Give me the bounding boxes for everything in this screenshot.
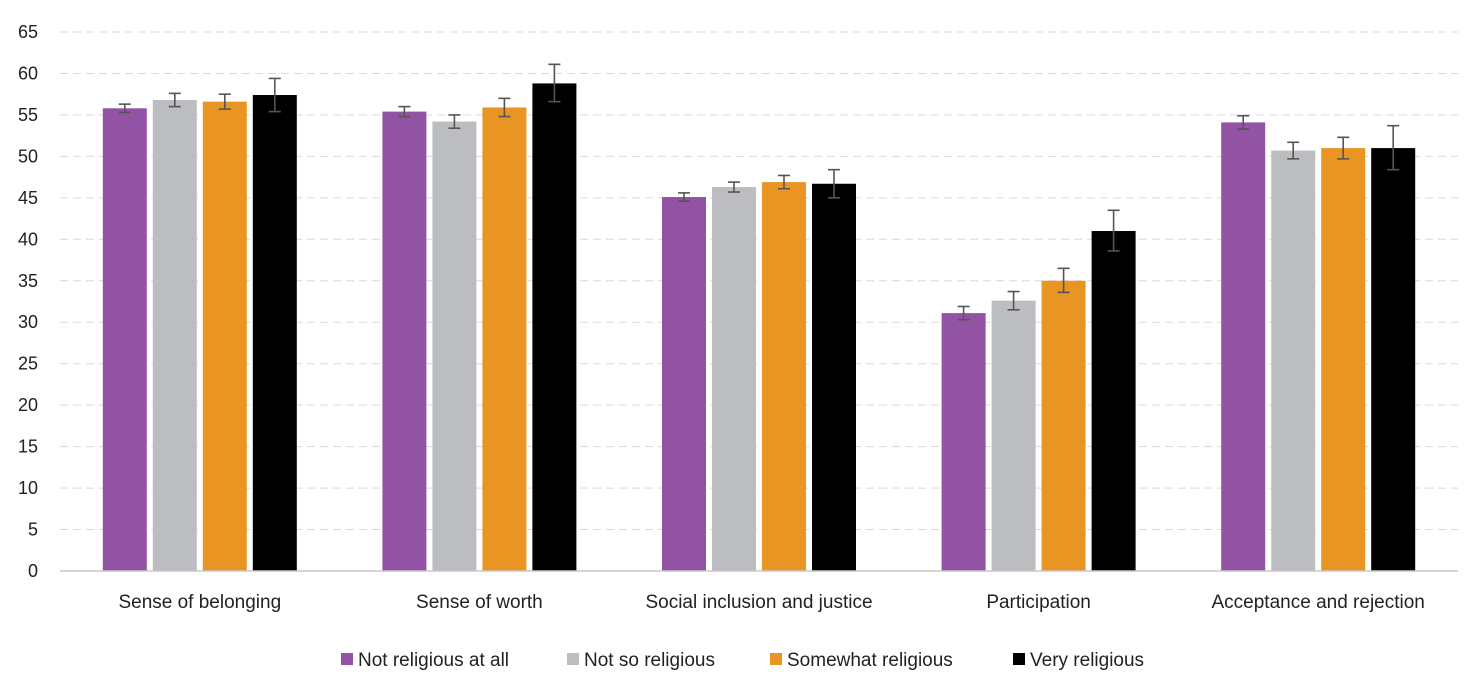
bar (202, 101, 247, 571)
legend-item: Very religious (1013, 650, 1144, 671)
y-tick-label: 45 (18, 188, 38, 208)
y-tick-label: 5 (28, 520, 38, 540)
bar (712, 187, 756, 571)
y-tick-label: 20 (18, 395, 38, 415)
error-bar (268, 77, 281, 113)
error-bar (1237, 114, 1250, 130)
bar (532, 83, 577, 572)
error-bar (548, 63, 561, 103)
legend-swatch (770, 653, 782, 665)
error-bar (1107, 209, 1120, 252)
bar (1321, 148, 1366, 572)
bar (252, 95, 297, 571)
error-bar (728, 181, 740, 193)
error-bar (1337, 136, 1350, 160)
bar (1221, 122, 1266, 571)
x-category-label: Acceptance and rejection (1212, 592, 1425, 613)
error-bar (168, 92, 181, 108)
bar (662, 197, 706, 572)
error-bar (448, 114, 461, 129)
y-tick-label: 60 (18, 63, 38, 83)
y-tick-label: 65 (18, 22, 38, 42)
bar (941, 313, 986, 571)
legend-swatch (1013, 653, 1025, 665)
error-bar (1387, 124, 1400, 171)
bar (762, 182, 806, 572)
bar (482, 107, 527, 572)
bar (1041, 280, 1086, 571)
legend-swatch (341, 653, 353, 665)
error-bar (828, 168, 840, 199)
legend-item: Not so religious (567, 650, 715, 671)
bar (152, 99, 197, 572)
y-tick-label: 55 (18, 105, 38, 125)
legend: Not religious at all Not so religious Some… (341, 650, 1144, 671)
y-tick-label: 35 (18, 271, 38, 291)
error-bar (778, 174, 790, 190)
y-tick-label: 30 (18, 312, 38, 332)
legend-label: Very religious (1030, 650, 1144, 671)
bar (1371, 148, 1416, 572)
x-axis-category-labels: Sense of belonging Sense of worth Social i… (118, 592, 1424, 613)
error-bar (1007, 290, 1020, 311)
legend-item: Somewhat religious (770, 650, 953, 671)
bar (102, 108, 147, 571)
y-tick-label: 25 (18, 354, 38, 374)
bar (812, 183, 856, 571)
bar (1091, 231, 1136, 571)
bar (432, 121, 477, 572)
error-bars (118, 63, 1400, 321)
legend-label: Not religious at all (358, 650, 509, 671)
x-category-label: Sense of worth (416, 592, 543, 613)
y-tick-label: 10 (18, 478, 38, 498)
bars (102, 83, 1416, 572)
x-category-label: Social inclusion and justice (645, 592, 872, 613)
legend-swatch (567, 653, 579, 665)
legend-label: Not so religious (584, 650, 715, 671)
x-category-label: Sense of belonging (118, 592, 281, 613)
error-bar (498, 97, 511, 118)
x-category-label: Participation (986, 592, 1091, 613)
error-bar (218, 93, 231, 110)
error-bar (398, 105, 411, 118)
bar (382, 111, 427, 572)
error-bar (118, 103, 131, 114)
legend-label: Somewhat religious (787, 650, 953, 671)
error-bar (1057, 267, 1070, 294)
error-bar (1287, 141, 1300, 160)
legend-item: Not religious at all (341, 650, 509, 671)
y-tick-label: 50 (18, 146, 38, 166)
bar (991, 300, 1036, 571)
y-tick-label: 40 (18, 229, 38, 249)
error-bar (957, 305, 970, 321)
y-axis-tick-labels: 0 5 10 15 20 25 30 35 40 45 50 55 60 65 (18, 22, 38, 581)
y-tick-label: 15 (18, 437, 38, 457)
bar (1271, 150, 1316, 571)
y-tick-label: 0 (28, 561, 38, 581)
error-bar (678, 192, 690, 202)
